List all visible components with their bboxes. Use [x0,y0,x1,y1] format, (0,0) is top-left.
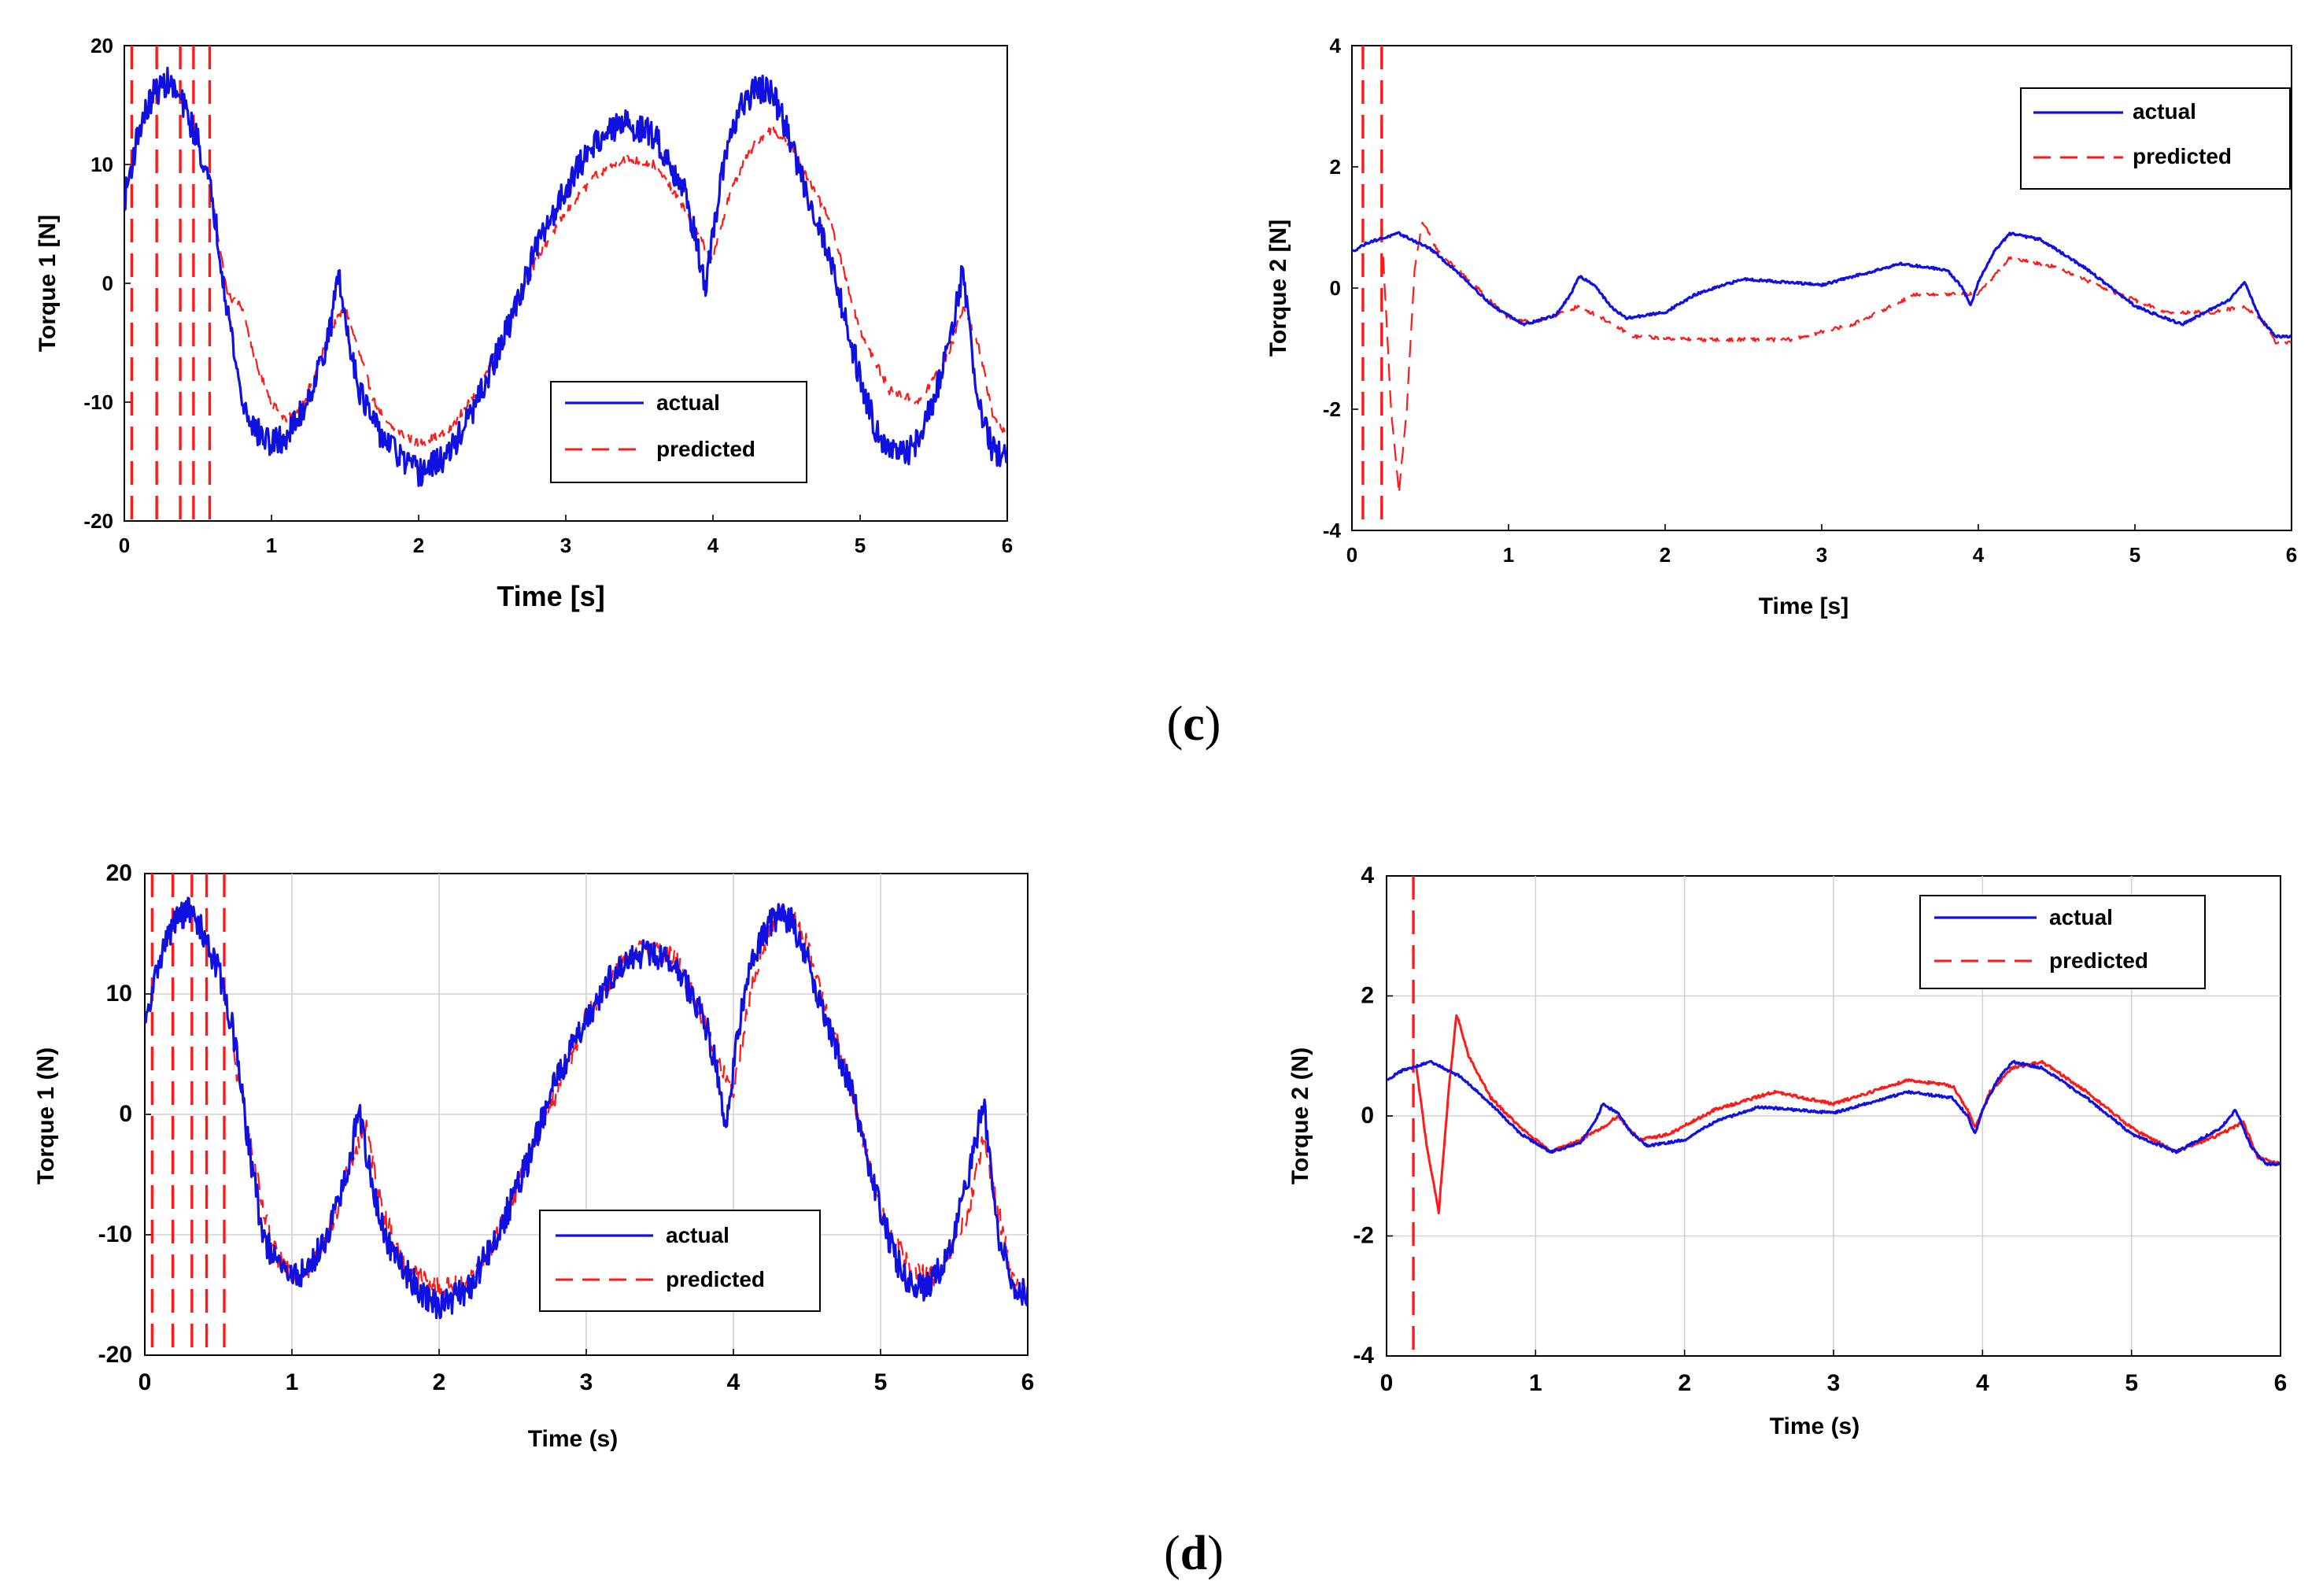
chart-d2: 0 1 2 3 4 5 6 -4 -2 0 2 4 Time (s) Torque 2 (N) act… [1287,863,2287,1439]
x-tick-label: 1 [286,1369,299,1395]
x-tick-label: 1 [1529,1370,1542,1396]
y-tick-label: 4 [1330,34,1342,57]
y-tick-label: 0 [1330,276,1341,300]
y-tick-label: -2 [1353,1223,1374,1249]
panel-label-d: (d) [1164,1527,1224,1580]
legend-box [539,1210,821,1312]
x-axis-label: Time (s) [1770,1413,1860,1439]
x-tick-label: 2 [1678,1370,1691,1396]
x-tick-label: 0 [1346,543,1357,567]
legend-label-actual: actual [666,1223,729,1247]
y-axis-label: Torque 1 [N] [35,215,61,352]
y-axis-label: Torque 1 (N) [33,1047,59,1184]
x-tick-label: 6 [2286,543,2297,567]
ticks: 0 1 2 3 4 5 6 -20 -10 0 10 20 [83,34,1013,557]
y-tick-label: -20 [98,1342,132,1368]
series-actual [1352,231,2292,339]
x-tick-label: 5 [874,1369,888,1395]
y-tick-label: 20 [90,34,113,57]
legend: actual predicted [539,1210,821,1312]
legend-label-actual: actual [2133,99,2196,124]
series-predicted [1415,1014,2281,1215]
y-tick-label: -20 [83,509,113,533]
legend-box [2020,87,2291,190]
y-tick-label: 20 [106,860,132,886]
y-tick-label: -4 [1323,519,1342,542]
legend-label-actual: actual [656,390,720,415]
chart-c2: 0 1 2 3 4 5 6 -4 -2 0 2 4 Time [s] Torque 2 [N] act… [1265,34,2297,619]
x-tick-label: 6 [1002,534,1013,557]
x-tick-label: 1 [266,534,277,557]
series-actual [1387,1059,2281,1166]
x-tick-label: 0 [1380,1370,1394,1396]
y-tick-label: -2 [1323,397,1341,421]
x-tick-label: 0 [119,534,130,557]
y-tick-label: -10 [98,1221,132,1247]
x-axis-label: Time [s] [497,580,604,612]
legend: actual predicted [550,381,807,483]
series-layer [124,46,1007,521]
y-axis-label: Torque 2 [N] [1265,220,1291,357]
x-tick-label: 3 [1816,543,1827,567]
y-tick-label: 2 [1361,983,1374,1009]
legend-label-predicted: predicted [2049,948,2148,973]
ticks: 0 1 2 3 4 5 6 -20 -10 0 10 20 [98,860,1035,1395]
series-predicted [1382,221,2292,495]
legend-label-predicted: predicted [2133,144,2232,168]
legend-label-predicted: predicted [656,437,755,461]
ticks: 0 1 2 3 4 5 6 -4 -2 0 2 4 [1353,863,2287,1396]
y-tick-label: -10 [83,390,113,414]
x-tick-label: 4 [1976,1370,1989,1396]
y-axis-label: Torque 2 (N) [1287,1047,1313,1184]
x-tick-label: 5 [2129,543,2140,567]
y-tick-label: 10 [106,981,132,1007]
legend-box [1919,895,2206,989]
series-layer [1352,46,2292,530]
y-tick-label: 0 [1361,1103,1374,1129]
legend: actual predicted [1919,895,2206,989]
y-tick-label: 0 [102,272,113,295]
legend-label-actual: actual [2049,905,2113,929]
y-tick-label: 10 [90,153,113,176]
x-tick-label: 6 [1021,1369,1035,1395]
series-actual [145,896,1028,1320]
x-tick-label: 3 [580,1369,593,1395]
series-layer [145,874,1028,1355]
x-tick-label: 4 [727,1369,740,1395]
panel-label-c: (c) [1167,697,1221,751]
x-tick-label: 5 [2125,1370,2138,1396]
x-tick-label: 5 [855,534,866,557]
y-tick-label: 4 [1361,863,1374,889]
x-tick-label: 2 [413,534,424,557]
series-layer [1387,876,2281,1356]
legend-label-predicted: predicted [666,1267,765,1291]
x-tick-label: 0 [138,1369,152,1395]
x-tick-label: 1 [1503,543,1514,567]
x-tick-label: 2 [1660,543,1671,567]
series-actual [124,66,1007,487]
x-axis-label: Time (s) [528,1426,618,1452]
legend-box [550,381,807,483]
x-tick-label: 2 [433,1369,446,1395]
grid [1387,876,2281,1356]
x-tick-label: 4 [707,534,719,557]
legend: actual predicted [2020,87,2291,190]
chart-d1: 0 1 2 3 4 5 6 -20 -10 0 10 20 Time (s) Torque 1 (N)… [33,860,1034,1452]
x-tick-label: 6 [2274,1370,2288,1396]
chart-c1: 0 1 2 3 4 5 6 -20 -10 0 10 20 Time [s] Torque 1 [N]… [35,34,1013,612]
ticks: 0 1 2 3 4 5 6 -4 -2 0 2 4 [1323,34,2297,567]
x-tick-label: 3 [1827,1370,1841,1396]
x-tick-label: 3 [560,534,571,557]
y-tick-label: 0 [119,1101,132,1127]
y-tick-label: -4 [1353,1343,1374,1369]
y-tick-label: 2 [1330,155,1341,179]
x-axis-label: Time [s] [1759,593,1848,619]
x-tick-label: 4 [1973,543,1985,567]
